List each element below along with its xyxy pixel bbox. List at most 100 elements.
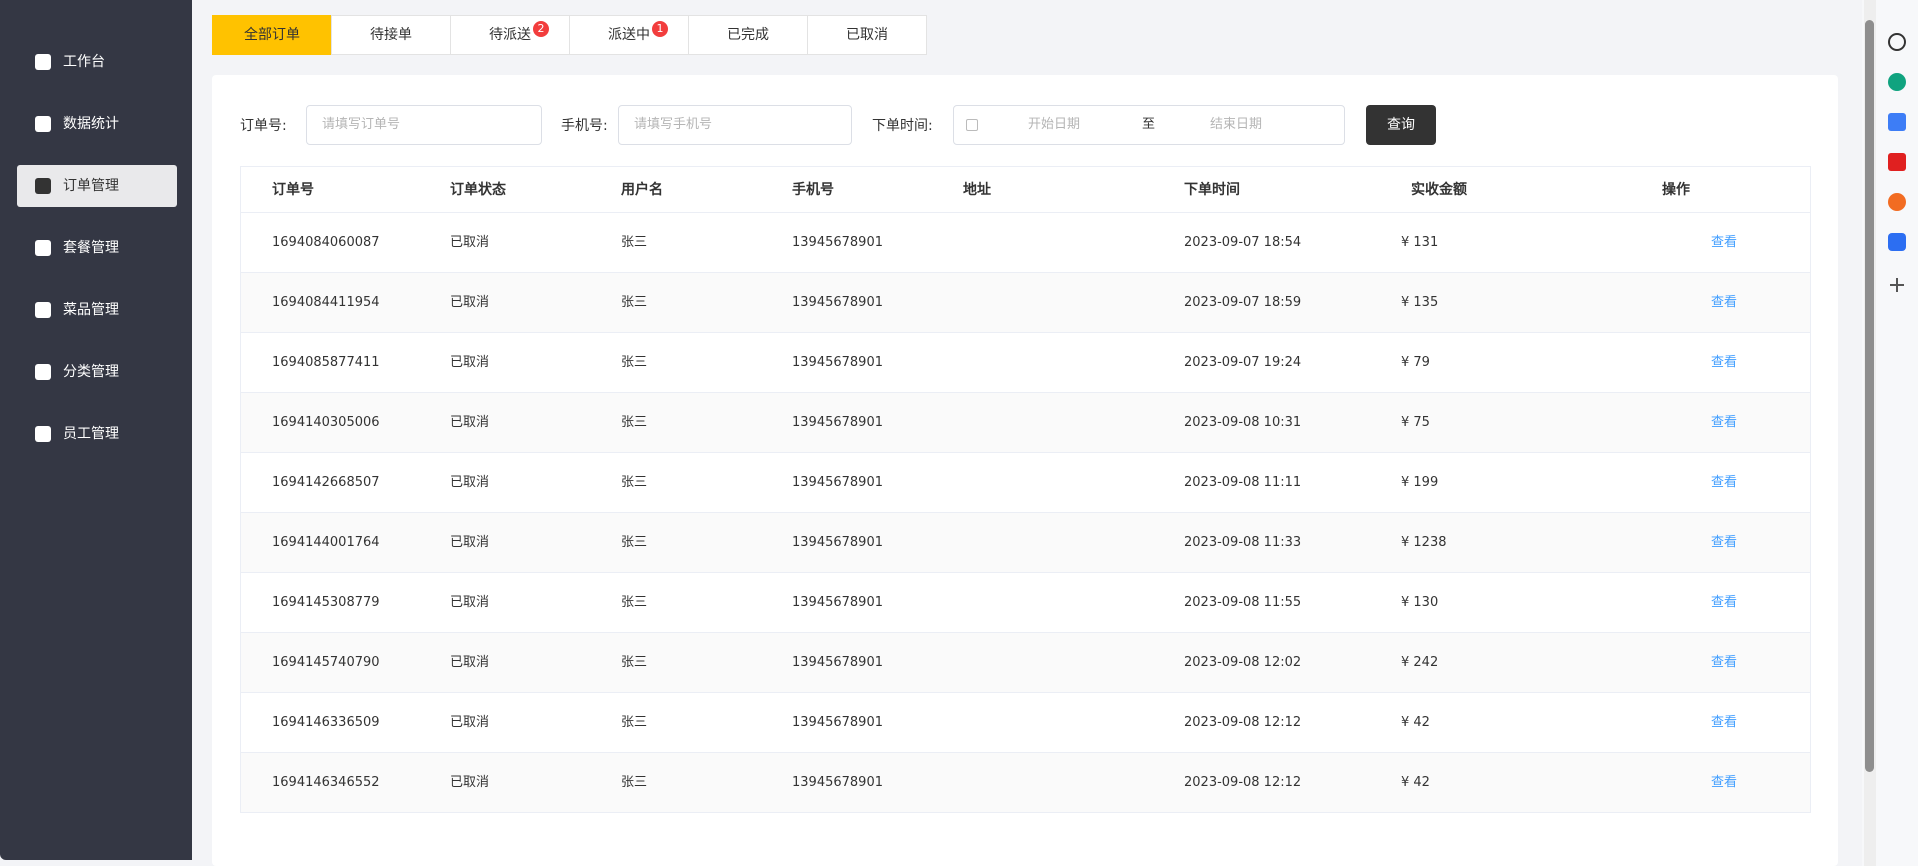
table-cell: 1694085877411 <box>272 355 380 370</box>
table-header: 订单号 订单状态 用户名 手机号 地址 下单时间 实收金额 操作 <box>241 167 1810 213</box>
sidebar: 工作台数据统计订单管理套餐管理菜品管理分类管理员工管理 <box>0 0 192 860</box>
table-cell: ¥ 131 <box>1401 235 1439 250</box>
table-cell: 2023-09-08 11:11 <box>1184 475 1302 490</box>
header-cell: 操作 <box>1662 182 1690 198</box>
table-cell: 2023-09-08 12:12 <box>1184 715 1302 730</box>
table-cell: 13945678901 <box>792 595 883 610</box>
nav-label: 工作台 <box>63 54 105 70</box>
table-cell: 1694146336509 <box>272 715 380 730</box>
icon[interactable] <box>1888 153 1906 171</box>
nav-label: 员工管理 <box>63 426 119 442</box>
table-cell: 13945678901 <box>792 715 883 730</box>
order-table: 订单号 订单状态 用户名 手机号 地址 下单时间 实收金额 操作 1694084060087 已取… <box>240 166 1811 813</box>
table-row: 1694145308779 已取消 张三 13945678901 2023-09-08 … <box>241 573 1810 633</box>
view-link[interactable]: 查看 <box>1711 535 1738 550</box>
tab[interactable]: 已完成 <box>688 15 808 55</box>
header-cell: 用户名 <box>621 182 663 198</box>
nav-icon <box>35 116 51 132</box>
table-cell: 2023-09-07 18:54 <box>1184 235 1302 250</box>
table-row: 1694145740790 已取消 张三 13945678901 2023-09-08 … <box>241 633 1810 693</box>
icon[interactable] <box>1888 113 1906 131</box>
tab-label: 待派送 <box>489 27 531 43</box>
table-cell: ¥ 75 <box>1401 415 1430 430</box>
nav-item[interactable]: 套餐管理 <box>17 227 177 269</box>
view-link[interactable]: 查看 <box>1711 775 1738 790</box>
table-cell: 13945678901 <box>792 475 883 490</box>
table-cell: 2023-09-08 11:33 <box>1184 535 1302 550</box>
nav-icon <box>35 364 51 380</box>
nav-icon <box>35 426 51 442</box>
phone-input[interactable]: 请填写手机号 <box>618 105 852 145</box>
table-cell: 张三 <box>621 775 648 790</box>
tab-bar: 全部订单 待接单 待派送 2 派送中 1 已完成 已取消 <box>212 15 927 55</box>
table-row: 1694142668507 已取消 张三 13945678901 2023-09-08 … <box>241 453 1810 513</box>
table-cell: ¥ 42 <box>1401 775 1430 790</box>
nav-item[interactable]: 分类管理 <box>17 351 177 393</box>
nav-item[interactable]: 菜品管理 <box>17 289 177 331</box>
table-cell: ¥ 199 <box>1401 475 1439 490</box>
nav-item[interactable]: 订单管理 <box>17 165 177 207</box>
view-link[interactable]: 查看 <box>1711 475 1738 490</box>
icon[interactable] <box>1888 33 1906 51</box>
table-cell: 已取消 <box>450 235 490 250</box>
icon[interactable] <box>1888 73 1906 91</box>
nav-item[interactable]: 工作台 <box>17 41 177 83</box>
icon[interactable] <box>1888 233 1906 251</box>
view-link[interactable]: 查看 <box>1711 295 1738 310</box>
table-cell: 张三 <box>621 715 648 730</box>
content-card <box>212 75 1838 866</box>
table-cell: 张三 <box>621 595 648 610</box>
calendar-icon <box>966 119 978 131</box>
nav-item[interactable]: 数据统计 <box>17 103 177 145</box>
add-icon[interactable] <box>1890 284 1904 286</box>
table-cell: 张三 <box>621 355 648 370</box>
scroll-thumb[interactable] <box>1865 20 1874 772</box>
tab[interactable]: 待接单 <box>331 15 451 55</box>
view-link[interactable]: 查看 <box>1711 655 1738 670</box>
tab[interactable]: 派送中 1 <box>569 15 689 55</box>
end-date: 结束日期 <box>1210 117 1263 132</box>
header-cell: 订单号 <box>272 182 314 198</box>
view-link[interactable]: 查看 <box>1711 595 1738 610</box>
table-cell: 1694140305006 <box>272 415 380 430</box>
table-cell: ¥ 1238 <box>1401 535 1447 550</box>
table-cell: 13945678901 <box>792 235 883 250</box>
view-link[interactable]: 查看 <box>1711 235 1738 250</box>
table-cell: 已取消 <box>450 415 490 430</box>
tab[interactable]: 全部订单 <box>212 15 332 55</box>
order-input[interactable]: 请填写订单号 <box>306 105 542 145</box>
table-cell: 2023-09-08 11:55 <box>1184 595 1302 610</box>
header-cell: 订单状态 <box>450 182 506 198</box>
nav-icon <box>35 54 51 70</box>
table-cell: 已取消 <box>450 355 490 370</box>
nav-label: 数据统计 <box>63 116 119 132</box>
header-cell: 实收金额 <box>1411 182 1467 198</box>
table-row: 1694144001764 已取消 张三 13945678901 2023-09-08 … <box>241 513 1810 573</box>
tab-label: 派送中 <box>608 27 650 43</box>
table-cell: ¥ 79 <box>1401 355 1430 370</box>
view-link[interactable]: 查看 <box>1711 715 1738 730</box>
table-cell: ¥ 42 <box>1401 715 1430 730</box>
view-link[interactable]: 查看 <box>1711 415 1738 430</box>
badge: 2 <box>533 21 549 37</box>
table-cell: 张三 <box>621 295 648 310</box>
tab[interactable]: 已取消 <box>807 15 927 55</box>
nav-icon <box>35 178 51 194</box>
table-cell: 张三 <box>621 475 648 490</box>
table-row: 1694140305006 已取消 张三 13945678901 2023-09-08 … <box>241 393 1810 453</box>
icon[interactable] <box>1888 193 1906 211</box>
nav-item[interactable]: 员工管理 <box>17 413 177 455</box>
table-row: 1694146336509 已取消 张三 13945678901 2023-09-08 … <box>241 693 1810 753</box>
view-link[interactable]: 查看 <box>1711 355 1738 370</box>
table-cell: 13945678901 <box>792 295 883 310</box>
badge: 1 <box>652 21 668 37</box>
table-cell: ¥ 130 <box>1401 595 1439 610</box>
date-range[interactable]: 开始日期 至 结束日期 <box>953 105 1345 145</box>
nav-label: 订单管理 <box>63 178 119 194</box>
nav-icon <box>35 240 51 256</box>
table-cell: 1694145740790 <box>272 655 380 670</box>
search-button[interactable]: 查询 <box>1366 105 1436 145</box>
table-cell: 1694146346552 <box>272 775 380 790</box>
tab[interactable]: 待派送 2 <box>450 15 570 55</box>
